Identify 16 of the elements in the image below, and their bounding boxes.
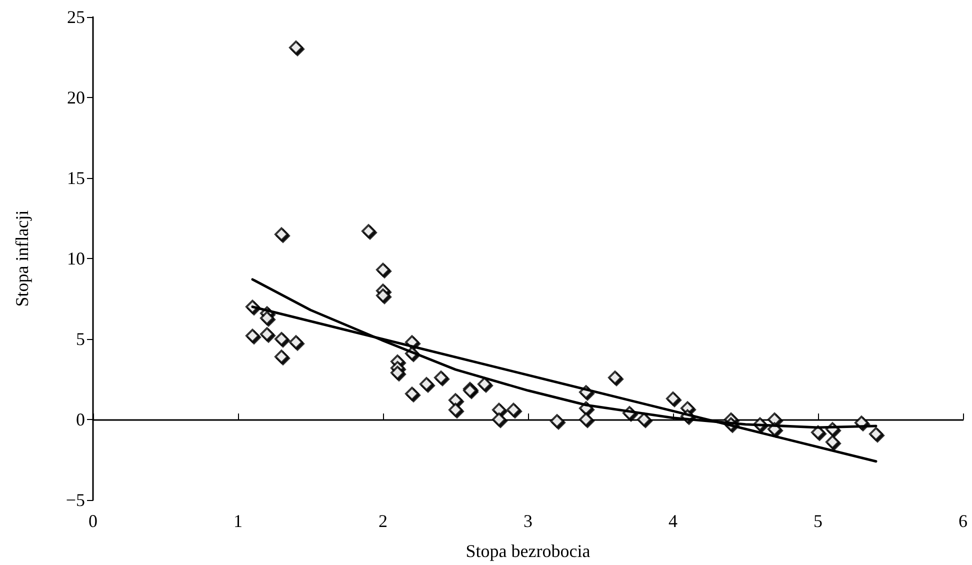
x-tick-label: 1 [234, 511, 242, 531]
y-tick-label: 25 [67, 7, 85, 27]
y-tick-label: 20 [67, 88, 85, 108]
y-tick-label: 0 [76, 410, 85, 430]
x-tick-label: 3 [524, 511, 532, 531]
y-tick-label: 5 [76, 329, 85, 349]
y-axis-title: Stopa inflacji [12, 210, 32, 307]
x-tick-label: 5 [814, 511, 822, 531]
y-tick-label: 10 [67, 248, 85, 268]
y-tick-label: −5 [66, 490, 85, 510]
x-axis-title: Stopa bezrobocia [466, 541, 590, 561]
x-tick-label: 2 [378, 511, 388, 531]
x-tick-label: 4 [668, 511, 678, 531]
y-tick-label: 15 [67, 168, 85, 188]
x-tick-label: 0 [88, 511, 98, 531]
x-tick-label: 6 [958, 511, 968, 531]
